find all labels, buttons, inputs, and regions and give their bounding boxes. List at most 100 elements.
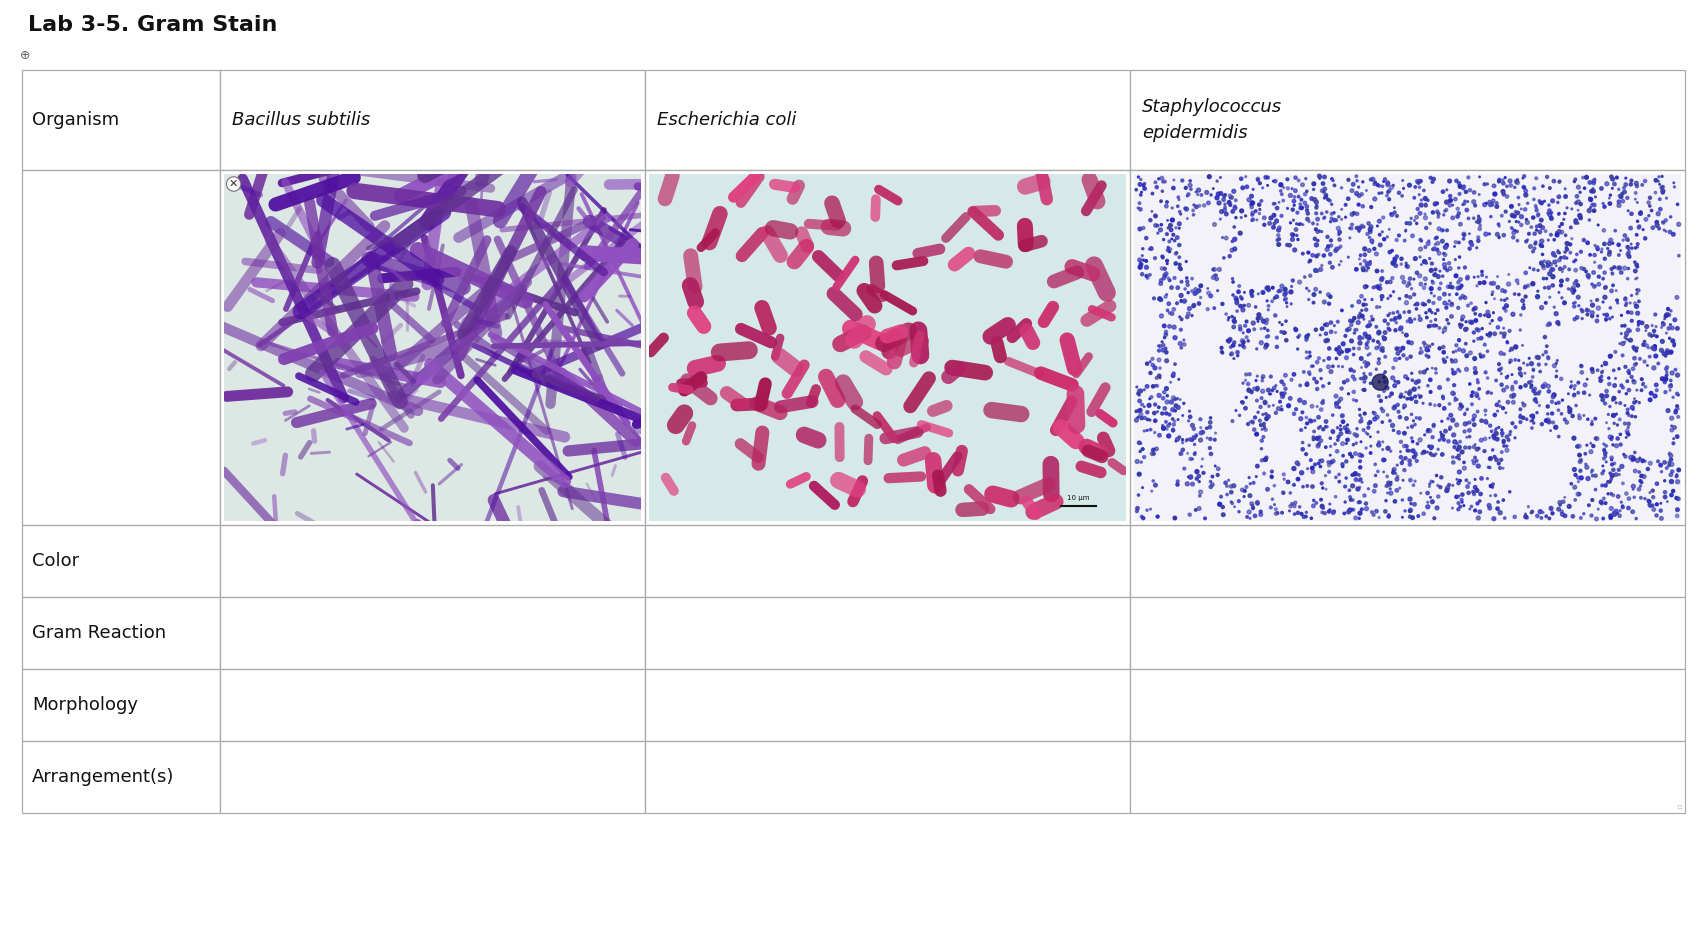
Circle shape xyxy=(1656,362,1660,365)
Circle shape xyxy=(1259,419,1261,422)
Circle shape xyxy=(1389,491,1392,495)
Circle shape xyxy=(1506,400,1510,404)
Circle shape xyxy=(1327,245,1329,248)
Circle shape xyxy=(1443,214,1445,216)
Circle shape xyxy=(1465,408,1469,410)
Circle shape xyxy=(1229,204,1232,206)
Circle shape xyxy=(1503,441,1505,444)
Circle shape xyxy=(1455,351,1457,352)
Circle shape xyxy=(1631,484,1636,488)
Circle shape xyxy=(1518,367,1522,370)
Circle shape xyxy=(1310,466,1314,470)
Circle shape xyxy=(1188,415,1191,419)
Circle shape xyxy=(1418,180,1421,183)
Circle shape xyxy=(1283,186,1285,188)
Text: Arrangement(s): Arrangement(s) xyxy=(32,768,174,786)
Circle shape xyxy=(1537,213,1540,216)
Circle shape xyxy=(1355,442,1358,445)
Circle shape xyxy=(1573,485,1576,489)
Circle shape xyxy=(1670,310,1672,312)
Circle shape xyxy=(1276,234,1280,237)
Circle shape xyxy=(1384,178,1387,180)
Circle shape xyxy=(1418,247,1423,251)
Circle shape xyxy=(1656,212,1660,216)
Circle shape xyxy=(1205,191,1208,195)
Circle shape xyxy=(1241,296,1242,299)
Circle shape xyxy=(1246,396,1247,398)
Circle shape xyxy=(1450,314,1454,318)
Circle shape xyxy=(1315,255,1319,257)
Circle shape xyxy=(1305,351,1307,353)
Circle shape xyxy=(1273,180,1276,182)
Circle shape xyxy=(1465,354,1469,357)
Circle shape xyxy=(1271,286,1275,289)
Circle shape xyxy=(1327,199,1331,201)
Circle shape xyxy=(1413,197,1416,199)
Circle shape xyxy=(1428,257,1431,259)
Circle shape xyxy=(1370,324,1372,326)
Circle shape xyxy=(1167,425,1169,428)
Circle shape xyxy=(1445,243,1448,246)
Circle shape xyxy=(1372,411,1375,413)
Circle shape xyxy=(1426,385,1430,387)
Circle shape xyxy=(1396,404,1399,407)
Circle shape xyxy=(1600,379,1603,382)
Circle shape xyxy=(1210,194,1212,196)
Circle shape xyxy=(1201,458,1203,460)
Circle shape xyxy=(1210,452,1213,456)
Circle shape xyxy=(1164,332,1167,336)
Circle shape xyxy=(1409,397,1413,400)
Circle shape xyxy=(1406,398,1408,400)
Circle shape xyxy=(1610,459,1612,461)
Circle shape xyxy=(1655,503,1658,505)
Circle shape xyxy=(1643,340,1646,343)
Circle shape xyxy=(1481,274,1484,276)
Circle shape xyxy=(1285,320,1287,322)
Circle shape xyxy=(1241,295,1242,297)
Circle shape xyxy=(1503,290,1506,293)
Circle shape xyxy=(1670,384,1672,386)
Circle shape xyxy=(1360,377,1363,380)
Circle shape xyxy=(1474,204,1477,207)
Circle shape xyxy=(1396,347,1399,351)
Circle shape xyxy=(1491,448,1494,451)
Circle shape xyxy=(1438,347,1442,350)
Circle shape xyxy=(1462,462,1465,464)
Circle shape xyxy=(1310,517,1312,520)
Circle shape xyxy=(1247,198,1251,201)
Circle shape xyxy=(1382,335,1384,337)
Circle shape xyxy=(1384,380,1387,383)
Circle shape xyxy=(1321,511,1324,514)
Circle shape xyxy=(1222,237,1223,238)
Circle shape xyxy=(1511,214,1517,218)
Circle shape xyxy=(1220,302,1223,305)
Circle shape xyxy=(1537,355,1540,359)
Circle shape xyxy=(1510,394,1513,398)
Circle shape xyxy=(1172,418,1174,420)
Circle shape xyxy=(1268,305,1269,307)
Circle shape xyxy=(1365,346,1368,350)
Circle shape xyxy=(1457,339,1460,342)
Circle shape xyxy=(1423,303,1425,306)
Circle shape xyxy=(1670,458,1673,461)
Circle shape xyxy=(1157,232,1159,234)
Circle shape xyxy=(1404,510,1406,512)
Circle shape xyxy=(1445,306,1448,309)
Circle shape xyxy=(1574,269,1578,272)
Circle shape xyxy=(1474,319,1477,322)
Circle shape xyxy=(1283,473,1285,476)
Circle shape xyxy=(1447,261,1450,265)
Circle shape xyxy=(1307,333,1310,336)
Circle shape xyxy=(1140,260,1142,262)
Circle shape xyxy=(1454,446,1455,448)
Circle shape xyxy=(1624,455,1627,458)
Circle shape xyxy=(1307,382,1309,384)
Circle shape xyxy=(1476,285,1477,287)
Circle shape xyxy=(1344,203,1346,206)
Circle shape xyxy=(1169,279,1171,281)
Circle shape xyxy=(1457,449,1459,451)
Circle shape xyxy=(1454,384,1455,387)
Circle shape xyxy=(1445,229,1448,232)
Circle shape xyxy=(1298,203,1302,205)
Circle shape xyxy=(1401,257,1402,260)
